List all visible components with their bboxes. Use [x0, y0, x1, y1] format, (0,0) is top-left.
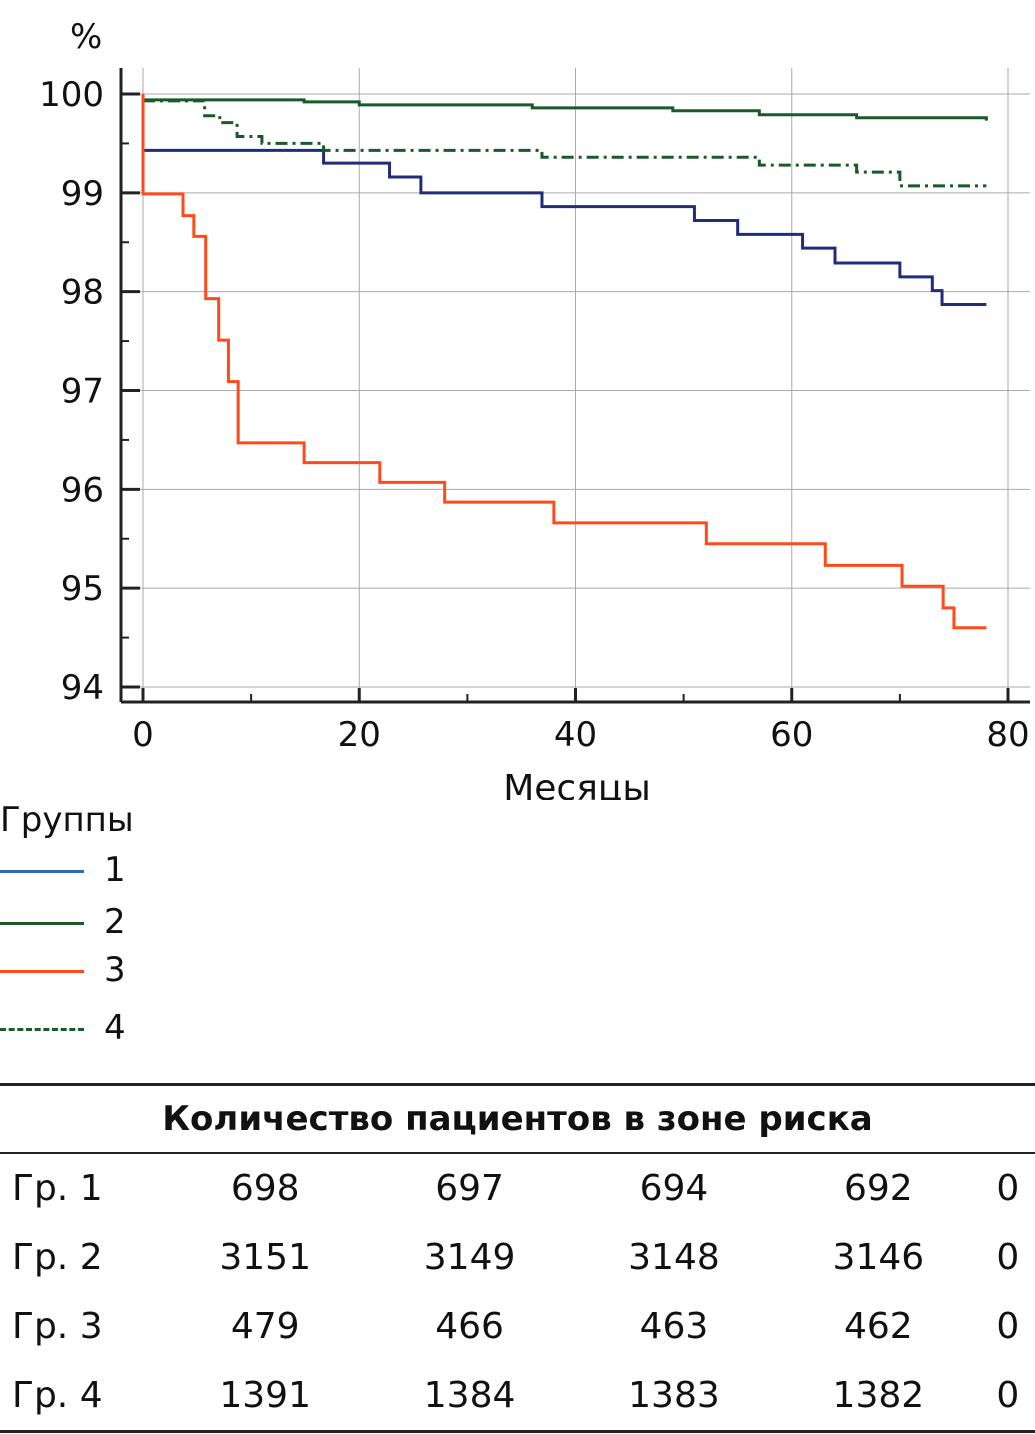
count-cell: 463: [639, 1306, 709, 1347]
legend-label: 3: [104, 950, 126, 990]
count-cell: 0: [996, 1375, 1020, 1416]
legend-swatch: [0, 970, 84, 973]
y-tick-label: 96: [61, 470, 104, 510]
legend-label: 2: [104, 902, 126, 942]
y-axis-label: %: [70, 17, 102, 57]
count-cell: 698: [230, 1168, 300, 1209]
count-cell: 1383: [628, 1375, 720, 1416]
count-cell: 692: [844, 1168, 913, 1209]
table-row: Гр. 3 479 466 463 462 0: [0, 1292, 1035, 1361]
series-line-group-4: [143, 99, 987, 188]
legend-label: 1: [104, 850, 126, 890]
table-row: Гр. 2 3151 3149 3148 3146 0: [0, 1223, 1035, 1292]
count-cell: 3151: [219, 1237, 311, 1278]
y-tick-label: 97: [61, 372, 104, 412]
count-cell: 466: [435, 1306, 504, 1347]
table-row: Гр. 1 698 697 694 692 0: [0, 1153, 1035, 1223]
count-cell: 479: [230, 1306, 300, 1347]
y-tick-label: 99: [61, 174, 104, 214]
km-chart: 0 20 40 60 80 94 95 96 97 98 99 100% Месяцы: [39, 17, 1030, 800]
x-tick-label: 20: [338, 715, 381, 755]
y-tick-label: 94: [61, 668, 104, 708]
legend-swatch: [0, 922, 84, 925]
count-cell: 462: [844, 1306, 913, 1347]
count-cell: 1382: [832, 1375, 925, 1416]
y-tick-label: 95: [61, 569, 104, 609]
legend-item: 2: [0, 902, 160, 942]
count-cell: 0: [996, 1306, 1020, 1347]
series-line-group-1: [141, 94, 987, 307]
table-row: Гр. 4 1391 1384 1383 1382 0: [0, 1361, 1035, 1432]
x-tick-label: 40: [554, 715, 597, 755]
count-cell: 1384: [423, 1375, 516, 1416]
x-tick-label: 0: [132, 715, 154, 755]
count-cell: 3146: [832, 1237, 925, 1278]
count-cell: 0: [996, 1168, 1020, 1209]
group-cell: Гр. 2: [12, 1237, 103, 1278]
legend-item: 1: [0, 850, 160, 890]
legend-item: 3: [0, 950, 160, 990]
legend-label: 4: [104, 1008, 126, 1048]
count-cell: 694: [639, 1168, 709, 1209]
group-cell: Гр. 3: [12, 1306, 103, 1347]
y-tick-label: 98: [61, 273, 104, 313]
legend-swatch: [0, 870, 84, 873]
count-cell: 3149: [423, 1237, 516, 1278]
x-tick-label: 80: [986, 715, 1029, 755]
group-cell: Гр. 1: [12, 1168, 103, 1209]
y-tick-label: 100: [39, 75, 104, 115]
x-axis-label: Месяцы: [503, 768, 651, 800]
count-cell: 3148: [628, 1237, 720, 1278]
risk-table-title: Количество пациентов в зоне риска: [0, 1084, 1035, 1154]
series-line-group-3: [141, 94, 987, 630]
x-tick-label: 60: [770, 715, 813, 755]
legend-swatch: [0, 1028, 84, 1031]
risk-table: Количество пациентов в зоне риска Гр. 1 6…: [0, 1083, 1035, 1433]
count-cell: 0: [996, 1237, 1020, 1278]
count-cell: 1391: [219, 1375, 311, 1416]
legend-item: 4: [0, 1008, 160, 1048]
count-cell: 697: [435, 1168, 504, 1209]
series-line-group-2: [143, 98, 988, 121]
group-cell: Гр. 4: [12, 1375, 103, 1416]
legend-title: Группы: [0, 800, 134, 840]
